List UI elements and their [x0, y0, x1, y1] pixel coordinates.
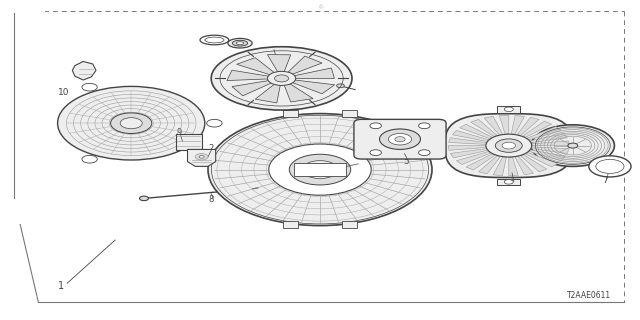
Polygon shape	[282, 110, 298, 116]
Polygon shape	[509, 157, 518, 176]
Text: 7: 7	[602, 176, 607, 185]
Ellipse shape	[200, 35, 229, 45]
Ellipse shape	[228, 38, 252, 48]
Text: 9: 9	[177, 128, 182, 137]
Circle shape	[388, 133, 412, 145]
Circle shape	[419, 150, 430, 156]
Polygon shape	[515, 156, 533, 175]
Circle shape	[140, 196, 148, 201]
Polygon shape	[493, 157, 506, 176]
Polygon shape	[532, 141, 570, 146]
Polygon shape	[456, 151, 490, 164]
Circle shape	[395, 137, 405, 142]
Polygon shape	[449, 138, 486, 144]
Polygon shape	[290, 80, 335, 94]
Circle shape	[269, 144, 371, 195]
Polygon shape	[531, 147, 569, 153]
Circle shape	[568, 143, 578, 148]
Text: ©: ©	[317, 5, 323, 11]
Circle shape	[380, 129, 420, 149]
Circle shape	[370, 123, 381, 129]
Polygon shape	[268, 55, 291, 74]
Text: 8: 8	[209, 196, 214, 204]
Text: 4: 4	[269, 47, 275, 56]
Polygon shape	[342, 110, 358, 116]
Polygon shape	[188, 149, 216, 166]
FancyBboxPatch shape	[176, 134, 202, 150]
Bar	[0, 0, 45, 224]
Text: 1: 1	[58, 281, 64, 292]
Circle shape	[289, 154, 351, 185]
Circle shape	[504, 107, 513, 112]
Polygon shape	[282, 221, 298, 228]
Polygon shape	[237, 58, 276, 75]
Polygon shape	[342, 221, 358, 228]
Polygon shape	[448, 146, 486, 150]
Circle shape	[111, 113, 152, 133]
Circle shape	[589, 156, 631, 177]
Polygon shape	[531, 133, 567, 142]
Polygon shape	[471, 119, 497, 136]
Circle shape	[199, 156, 204, 158]
Polygon shape	[529, 150, 565, 161]
Ellipse shape	[211, 47, 352, 110]
Circle shape	[195, 154, 208, 160]
Text: 5: 5	[404, 157, 409, 166]
Circle shape	[486, 134, 532, 157]
Polygon shape	[484, 116, 502, 135]
Polygon shape	[445, 114, 573, 178]
Text: 10: 10	[58, 88, 70, 97]
Polygon shape	[525, 153, 557, 167]
Circle shape	[207, 119, 222, 127]
Polygon shape	[72, 61, 96, 80]
Text: 3: 3	[359, 159, 364, 168]
Circle shape	[504, 180, 513, 184]
Circle shape	[82, 83, 97, 91]
Circle shape	[275, 75, 289, 82]
Polygon shape	[527, 127, 561, 140]
Circle shape	[268, 71, 296, 85]
Circle shape	[58, 86, 205, 160]
Polygon shape	[287, 56, 322, 75]
Polygon shape	[292, 68, 334, 78]
Polygon shape	[451, 149, 487, 158]
Polygon shape	[227, 70, 271, 81]
Circle shape	[502, 142, 516, 149]
Circle shape	[370, 150, 381, 156]
Ellipse shape	[205, 37, 224, 43]
Polygon shape	[466, 154, 495, 170]
FancyBboxPatch shape	[354, 119, 446, 159]
Circle shape	[337, 84, 344, 88]
Circle shape	[82, 156, 97, 163]
Polygon shape	[452, 131, 488, 141]
Polygon shape	[523, 121, 552, 137]
Text: T2AAE0611: T2AAE0611	[567, 292, 611, 300]
Text: 6: 6	[509, 180, 515, 188]
Polygon shape	[499, 115, 509, 134]
Polygon shape	[460, 124, 492, 139]
Polygon shape	[517, 117, 539, 135]
Polygon shape	[255, 83, 280, 103]
Text: 2: 2	[209, 144, 214, 153]
Polygon shape	[520, 155, 547, 172]
Ellipse shape	[236, 42, 244, 44]
Circle shape	[419, 123, 430, 129]
Polygon shape	[511, 116, 524, 134]
Circle shape	[531, 125, 614, 166]
FancyBboxPatch shape	[294, 163, 346, 176]
Polygon shape	[284, 83, 313, 102]
Circle shape	[302, 161, 338, 179]
Polygon shape	[232, 80, 271, 96]
Circle shape	[208, 114, 432, 226]
Circle shape	[495, 139, 522, 152]
Polygon shape	[479, 156, 500, 174]
Circle shape	[120, 118, 142, 129]
Polygon shape	[497, 106, 520, 113]
Polygon shape	[497, 179, 520, 185]
Circle shape	[596, 159, 624, 173]
Ellipse shape	[232, 40, 248, 46]
